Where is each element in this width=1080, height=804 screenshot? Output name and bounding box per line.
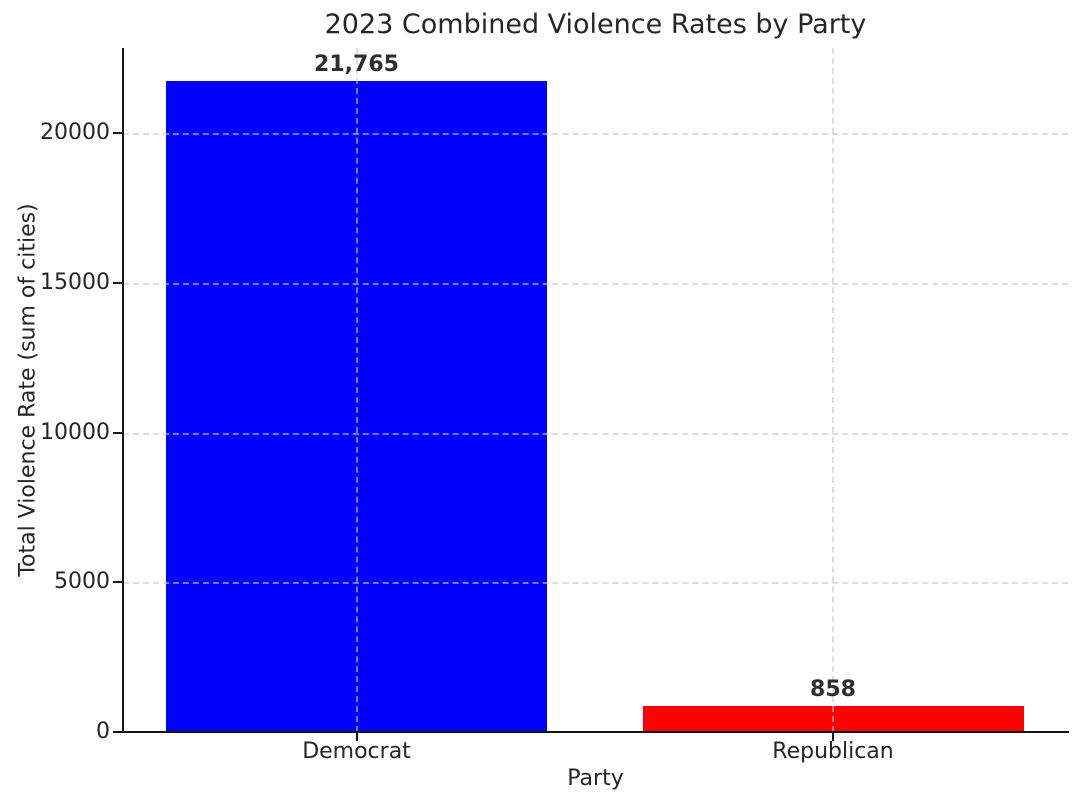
y-tick-mark — [113, 282, 123, 285]
gridline-horizontal — [123, 133, 1068, 136]
x-axis-spine — [122, 731, 1069, 733]
bar-value-label: 858 — [810, 677, 856, 703]
y-tick-label: 10000 — [40, 419, 110, 445]
y-tick-mark — [113, 581, 123, 584]
x-tick-label: Republican — [772, 739, 894, 764]
y-tick-label: 0 — [96, 719, 110, 744]
gridline-vertical — [355, 48, 358, 732]
y-tick-label: 20000 — [40, 120, 110, 146]
chart-title: 2023 Combined Violence Rates by Party — [324, 9, 867, 40]
gridline-vertical — [832, 48, 834, 732]
gridline-horizontal — [123, 283, 1068, 286]
y-tick-label: 5000 — [54, 569, 110, 595]
x-tick-mark — [355, 732, 358, 741]
y-tick-label: 15000 — [40, 270, 110, 296]
y-tick-mark — [113, 431, 123, 434]
y-tick-mark — [113, 132, 123, 135]
x-tick-label: Democrat — [302, 739, 411, 764]
x-axis-label: Party — [567, 766, 624, 791]
bar-value-label: 21,765 — [314, 51, 399, 77]
y-axis-label: Total Violence Rate (sum of cities) — [15, 203, 41, 577]
y-axis-spine — [122, 48, 124, 732]
plot-area: 21,765 858 — [122, 48, 1069, 733]
gridline-horizontal — [123, 582, 1068, 585]
y-tick-mark — [113, 731, 123, 733]
x-tick-mark — [832, 732, 834, 741]
gridline-horizontal — [123, 432, 1068, 435]
